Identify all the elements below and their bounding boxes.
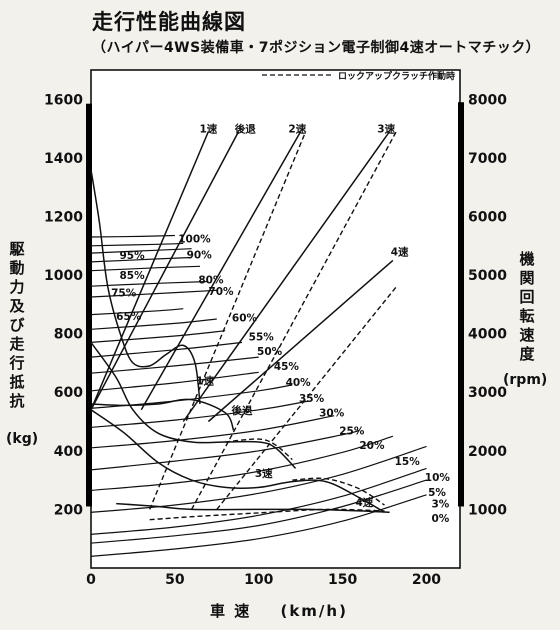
gear-label-reverse: 後退 xyxy=(230,404,252,417)
engine-speed-line-2-gear xyxy=(140,131,302,411)
resistance-curve-3pct xyxy=(90,479,427,544)
x-axis-unit: (km/h) xyxy=(280,602,348,620)
engine-speed-lockup-2-gear xyxy=(149,131,307,510)
y-left-axis-title: 駆動力 及び 走行抵抗 xyxy=(9,240,25,410)
driving-force-curve-2-gear xyxy=(90,341,297,469)
resistance-curve-40pct xyxy=(90,371,259,392)
engine-speed-lockup-4-gear xyxy=(216,286,397,510)
resistance-curve-15pct xyxy=(90,435,394,491)
x-tick-label: 100 xyxy=(244,572,273,588)
resistance-label-40pct: 40% xyxy=(286,377,312,389)
gear-label-4-gear: 4速 xyxy=(355,496,373,509)
y-left-tick-label: 200 xyxy=(54,502,83,518)
driving-force-lockup-2-gear xyxy=(225,438,293,461)
y-left-tick-label: 1400 xyxy=(44,151,83,167)
resistance-label-90pct: 90% xyxy=(187,250,213,262)
resistance-label-5pct: 5% xyxy=(428,487,446,499)
resistance-label-100pct: 100% xyxy=(178,233,211,245)
gear-label-1-gear: 1速 xyxy=(200,123,218,136)
resistance-label-95pct: 95% xyxy=(120,250,146,262)
y-right-tick-label: 2000 xyxy=(468,444,507,460)
y-left-tick-label: 800 xyxy=(54,327,83,343)
y-left-unit: (kg) xyxy=(6,431,39,447)
resistance-curve-0pct xyxy=(90,494,427,557)
resistance-label-85pct: 85% xyxy=(120,270,146,282)
engine-speed-line-reverse xyxy=(90,131,240,411)
engine-speed-line-1-gear xyxy=(90,131,210,411)
resistance-curve-45pct xyxy=(90,356,259,374)
resistance-curve-5pct xyxy=(90,467,427,535)
y-right-tick-label: 1000 xyxy=(468,502,507,518)
engine-speed-line-4-gear xyxy=(207,259,394,423)
resistance-curve-30pct xyxy=(90,400,310,428)
resistance-label-30pct: 30% xyxy=(319,408,345,420)
resistance-curve-85pct xyxy=(90,256,192,263)
driving-force-curve-4-gear xyxy=(116,502,390,514)
resistance-label-55pct: 55% xyxy=(249,332,275,344)
gear-label-2-gear: 2速 xyxy=(288,123,306,136)
resistance-curve-20pct xyxy=(90,429,360,471)
y-left-tick-label: 600 xyxy=(54,385,83,401)
resistance-label-0pct: 0% xyxy=(431,513,449,525)
page-subtitle: （ハイパー4WS装備車・7ポジション電子制御4速オートマチック） xyxy=(92,40,541,56)
resistance-curve-100pct xyxy=(90,234,175,238)
resistance-label-10pct: 10% xyxy=(425,472,451,484)
driving-force-curve-1-gear xyxy=(90,169,201,405)
gear-label-reverse: 後退 xyxy=(234,123,256,136)
resistance-label-50pct: 50% xyxy=(257,346,283,358)
x-axis-label: 車 速 xyxy=(210,602,252,620)
gear-label-4-gear: 4速 xyxy=(391,246,409,259)
y-left-tick-label: 1000 xyxy=(44,268,83,284)
engine-speed-line-3-gear xyxy=(182,131,391,422)
plot-area xyxy=(90,69,461,569)
resistance-label-3pct: 3% xyxy=(431,499,449,511)
y-right-tick-label: 5000 xyxy=(468,268,507,284)
y-left-tick-label: 400 xyxy=(54,444,83,460)
driving-force-curve-reverse xyxy=(90,398,235,431)
resistance-label-65pct: 65% xyxy=(116,311,142,323)
resistance-curve-65pct xyxy=(90,308,184,316)
y-left-axis-bar xyxy=(86,103,92,507)
resistance-label-45pct: 45% xyxy=(274,361,300,373)
x-axis-title: 車 速 (km/h) xyxy=(210,600,348,621)
resistance-curve-70pct xyxy=(90,289,217,298)
driving-force-lockup-4-gear xyxy=(149,508,385,521)
resistance-label-20pct: 20% xyxy=(359,440,385,452)
resistance-curve-25pct xyxy=(90,415,335,449)
x-tick-label: 200 xyxy=(412,572,441,588)
x-tick-label: 50 xyxy=(165,572,185,588)
x-tick-label: 0 xyxy=(86,572,96,588)
y-right-tick-label: 6000 xyxy=(468,209,507,225)
resistance-label-80pct: 80% xyxy=(198,274,224,286)
resistance-label-25pct: 25% xyxy=(339,425,365,437)
resistance-label-75pct: 75% xyxy=(111,288,137,300)
resistance-label-15pct: 15% xyxy=(395,456,421,468)
driving-force-lockup-3-gear xyxy=(292,477,385,506)
resistance-label-60pct: 60% xyxy=(232,313,258,325)
y-right-tick-label: 7000 xyxy=(468,151,507,167)
y-left-tick-label: 1600 xyxy=(44,92,83,108)
y-left-tick-label: 1200 xyxy=(44,209,83,225)
gear-label-3-gear: 3速 xyxy=(255,467,273,480)
resistance-curve-55pct xyxy=(90,330,226,343)
y-right-tick-label: 8000 xyxy=(468,92,507,108)
driving-force-curve-3-gear xyxy=(90,409,385,513)
resistance-curve-60pct xyxy=(90,318,217,330)
y-right-tick-label: 4000 xyxy=(468,327,507,343)
gear-label-3-gear: 3速 xyxy=(377,123,395,136)
resistance-label-70pct: 70% xyxy=(208,286,234,298)
legend-label: ロックアップクラッチ作動時 xyxy=(338,70,455,82)
y-right-axis-title: 機関回転速度 xyxy=(519,250,535,363)
resistance-label-35pct: 35% xyxy=(299,393,325,405)
x-tick-label: 150 xyxy=(328,572,357,588)
resistance-curve-10pct xyxy=(90,445,427,513)
y-right-tick-label: 3000 xyxy=(468,385,507,401)
page-title: 走行性能曲線図 xyxy=(92,10,246,34)
y-right-axis-bar xyxy=(458,102,464,507)
y-right-unit: (rpm) xyxy=(503,372,548,388)
gear-label-1-gear: 1速 xyxy=(196,375,214,388)
